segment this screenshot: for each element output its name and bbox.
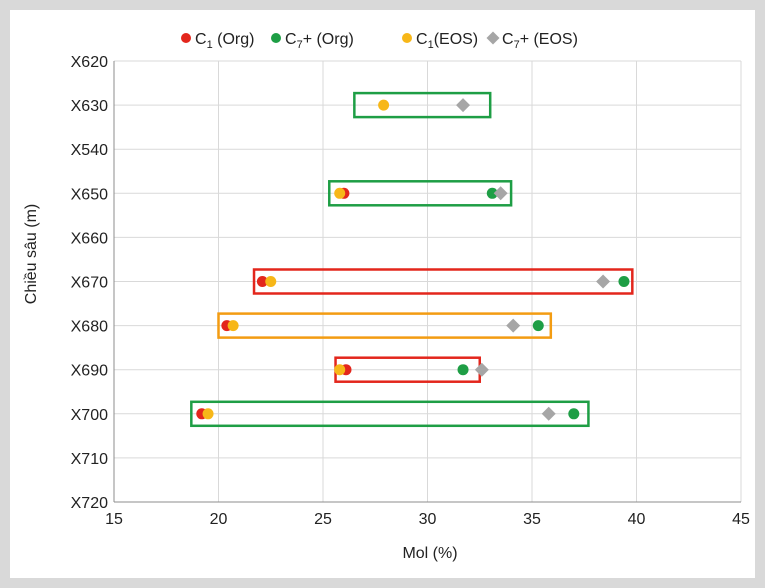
- legend-label: C1(EOS): [416, 31, 478, 51]
- legend-label: C7+ (EOS): [502, 31, 578, 51]
- legend-marker: [271, 33, 281, 43]
- series-2: [202, 99, 390, 420]
- y-tick-label: X700: [71, 407, 108, 424]
- y-tick-label: X680: [71, 319, 108, 336]
- data-point: [378, 99, 390, 111]
- legend-marker: [402, 33, 412, 43]
- y-tick-labels: X620 X630 X540 X650 X660 X670 X680 X690 X700 X710…: [71, 54, 108, 512]
- range-box-x680: [217, 312, 553, 339]
- y-tick-label: X710: [71, 451, 108, 468]
- series-3: [456, 98, 611, 421]
- y-tick-label: X630: [71, 98, 108, 115]
- data-point: [202, 408, 214, 420]
- legend-label: C7+ (Org): [285, 31, 354, 51]
- x-tick-label: 20: [210, 511, 228, 528]
- data-point: [596, 274, 611, 289]
- y-tick-label: X650: [71, 186, 108, 203]
- x-tick-label: 25: [314, 511, 332, 528]
- grid: [114, 60, 742, 502]
- data-point: [486, 187, 498, 199]
- data-point: [506, 318, 521, 333]
- y-tick-label: X670: [71, 275, 108, 292]
- legend-entry: C7+ (EOS): [486, 31, 578, 51]
- range-box-x650: [328, 180, 513, 207]
- range-box-x630: [353, 91, 492, 119]
- y-axis-title: Chiều sâu (m): [23, 204, 40, 304]
- y-tick-label: X660: [71, 230, 108, 247]
- y-tick-label: X720: [71, 495, 108, 512]
- legend-marker: [486, 31, 500, 45]
- data-point: [541, 406, 556, 421]
- x-axis-title: Mol (%): [402, 545, 457, 562]
- data-point: [618, 276, 630, 287]
- series-1: [457, 187, 630, 420]
- y-tick-label: X540: [71, 142, 108, 159]
- legend-entry: C1(EOS): [402, 31, 478, 51]
- data-point: [568, 408, 580, 420]
- legend: C1 (Org) C7+ (Org) C1(EOS) C7+ (EOS): [181, 31, 578, 51]
- data-point: [493, 186, 508, 201]
- data-point: [256, 276, 268, 287]
- x-tick-label: 40: [628, 511, 646, 528]
- depth-composition-chart: X620 X630 X540 X650 X660 X670 X680 X690 X700 X710…: [23, 31, 750, 562]
- data-point: [456, 98, 471, 113]
- axes: [113, 61, 741, 503]
- x-tick-label: 45: [732, 511, 750, 528]
- data-point: [334, 364, 346, 376]
- x-tick-label: 30: [419, 511, 437, 528]
- x-tick-label: 35: [523, 511, 541, 528]
- range-box-x700: [190, 400, 590, 428]
- legend-entry: C7+ (Org): [271, 31, 354, 51]
- range-box-x670: [252, 268, 634, 295]
- data-point: [457, 364, 469, 376]
- x-tick-labels: 15 20 25 30 35 40 45: [105, 511, 750, 528]
- y-tick-label: X690: [71, 363, 108, 380]
- data-point: [265, 276, 277, 287]
- y-tick-label: X620: [71, 54, 108, 71]
- legend-marker: [181, 33, 191, 43]
- data-point: [227, 320, 239, 332]
- legend-label: C1 (Org): [195, 31, 254, 51]
- chart-frame: X620 X630 X540 X650 X660 X670 X680 X690 X700 X710…: [10, 10, 755, 578]
- data-point: [334, 187, 346, 199]
- series-0: [196, 187, 352, 420]
- range-boxes: [190, 91, 634, 428]
- x-tick-label: 15: [105, 511, 123, 528]
- data-point: [532, 320, 544, 332]
- data-point: [474, 362, 489, 377]
- data-points: [196, 98, 630, 421]
- legend-entry: C1 (Org): [181, 31, 254, 51]
